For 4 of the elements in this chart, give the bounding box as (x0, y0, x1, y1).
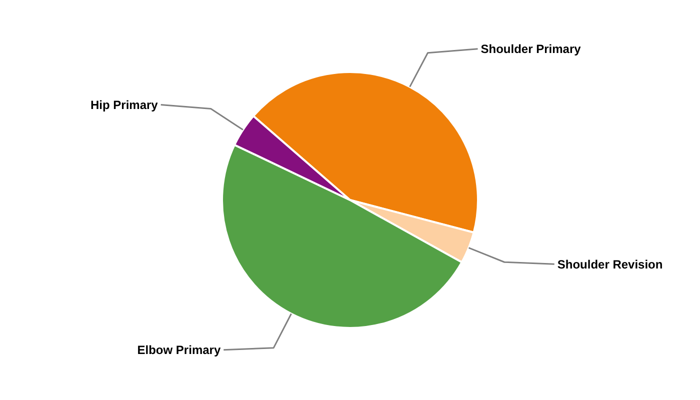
slice-label: Elbow Primary (137, 343, 221, 358)
slice-label: Shoulder Revision (557, 257, 663, 272)
slice-label: Shoulder Primary (480, 42, 582, 56)
slice-label: Hip Primary (90, 98, 158, 112)
